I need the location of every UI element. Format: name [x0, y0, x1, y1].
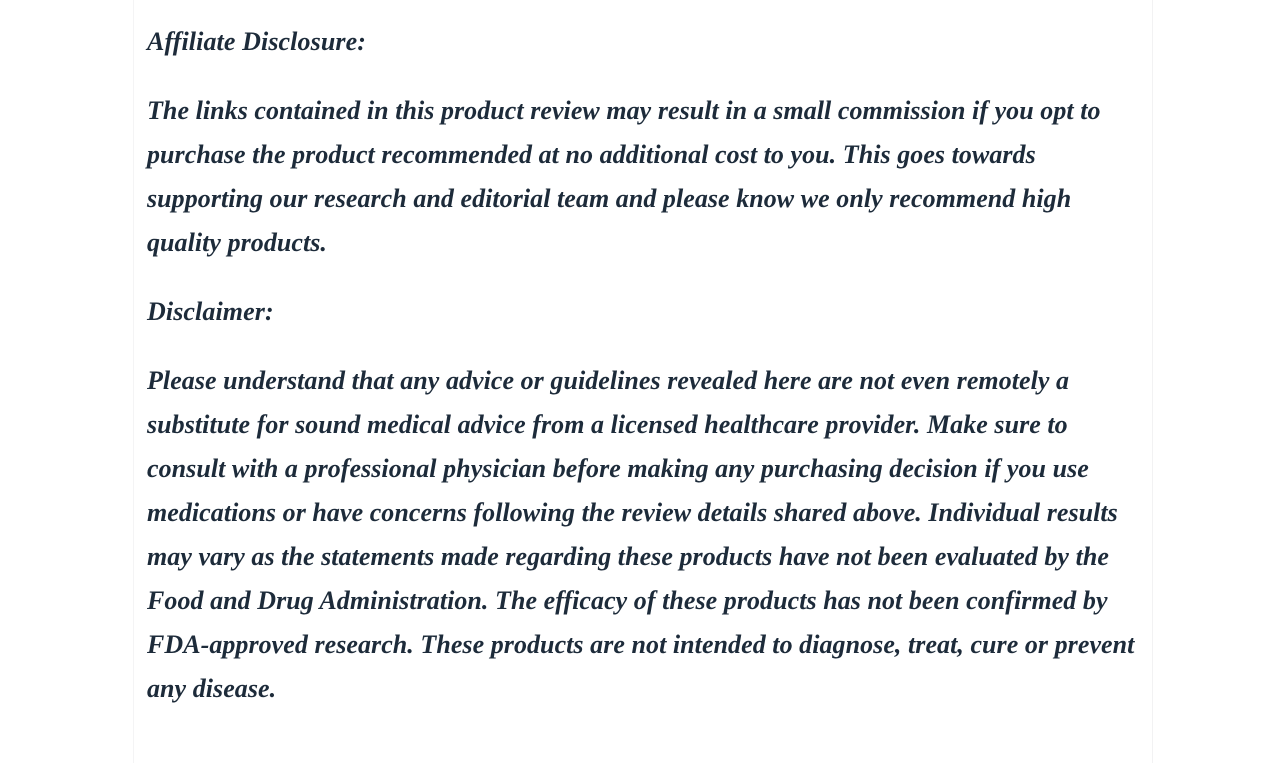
- affiliate-disclosure-paragraph: The links contained in this product revi…: [147, 96, 1101, 257]
- spacer-affiliate-paragraph-disclaimer-heading: [147, 265, 1151, 290]
- left-gutter: [0, 0, 133, 763]
- affiliate-disclosure-heading: Affiliate Disclosure:: [147, 27, 366, 56]
- right-gutter: [1154, 0, 1280, 763]
- spacer-disclaimer-heading-paragraph: [147, 334, 1151, 359]
- spacer-top: [147, 0, 1151, 20]
- disclaimer-heading: Disclaimer:: [147, 297, 274, 326]
- disclaimer-paragraph: Please understand that any advice or gui…: [147, 366, 1135, 703]
- article-body: Affiliate Disclosure: The links containe…: [147, 0, 1151, 711]
- spacer-affiliate-heading-paragraph: [147, 64, 1151, 89]
- article-content-column: Affiliate Disclosure: The links containe…: [133, 0, 1153, 763]
